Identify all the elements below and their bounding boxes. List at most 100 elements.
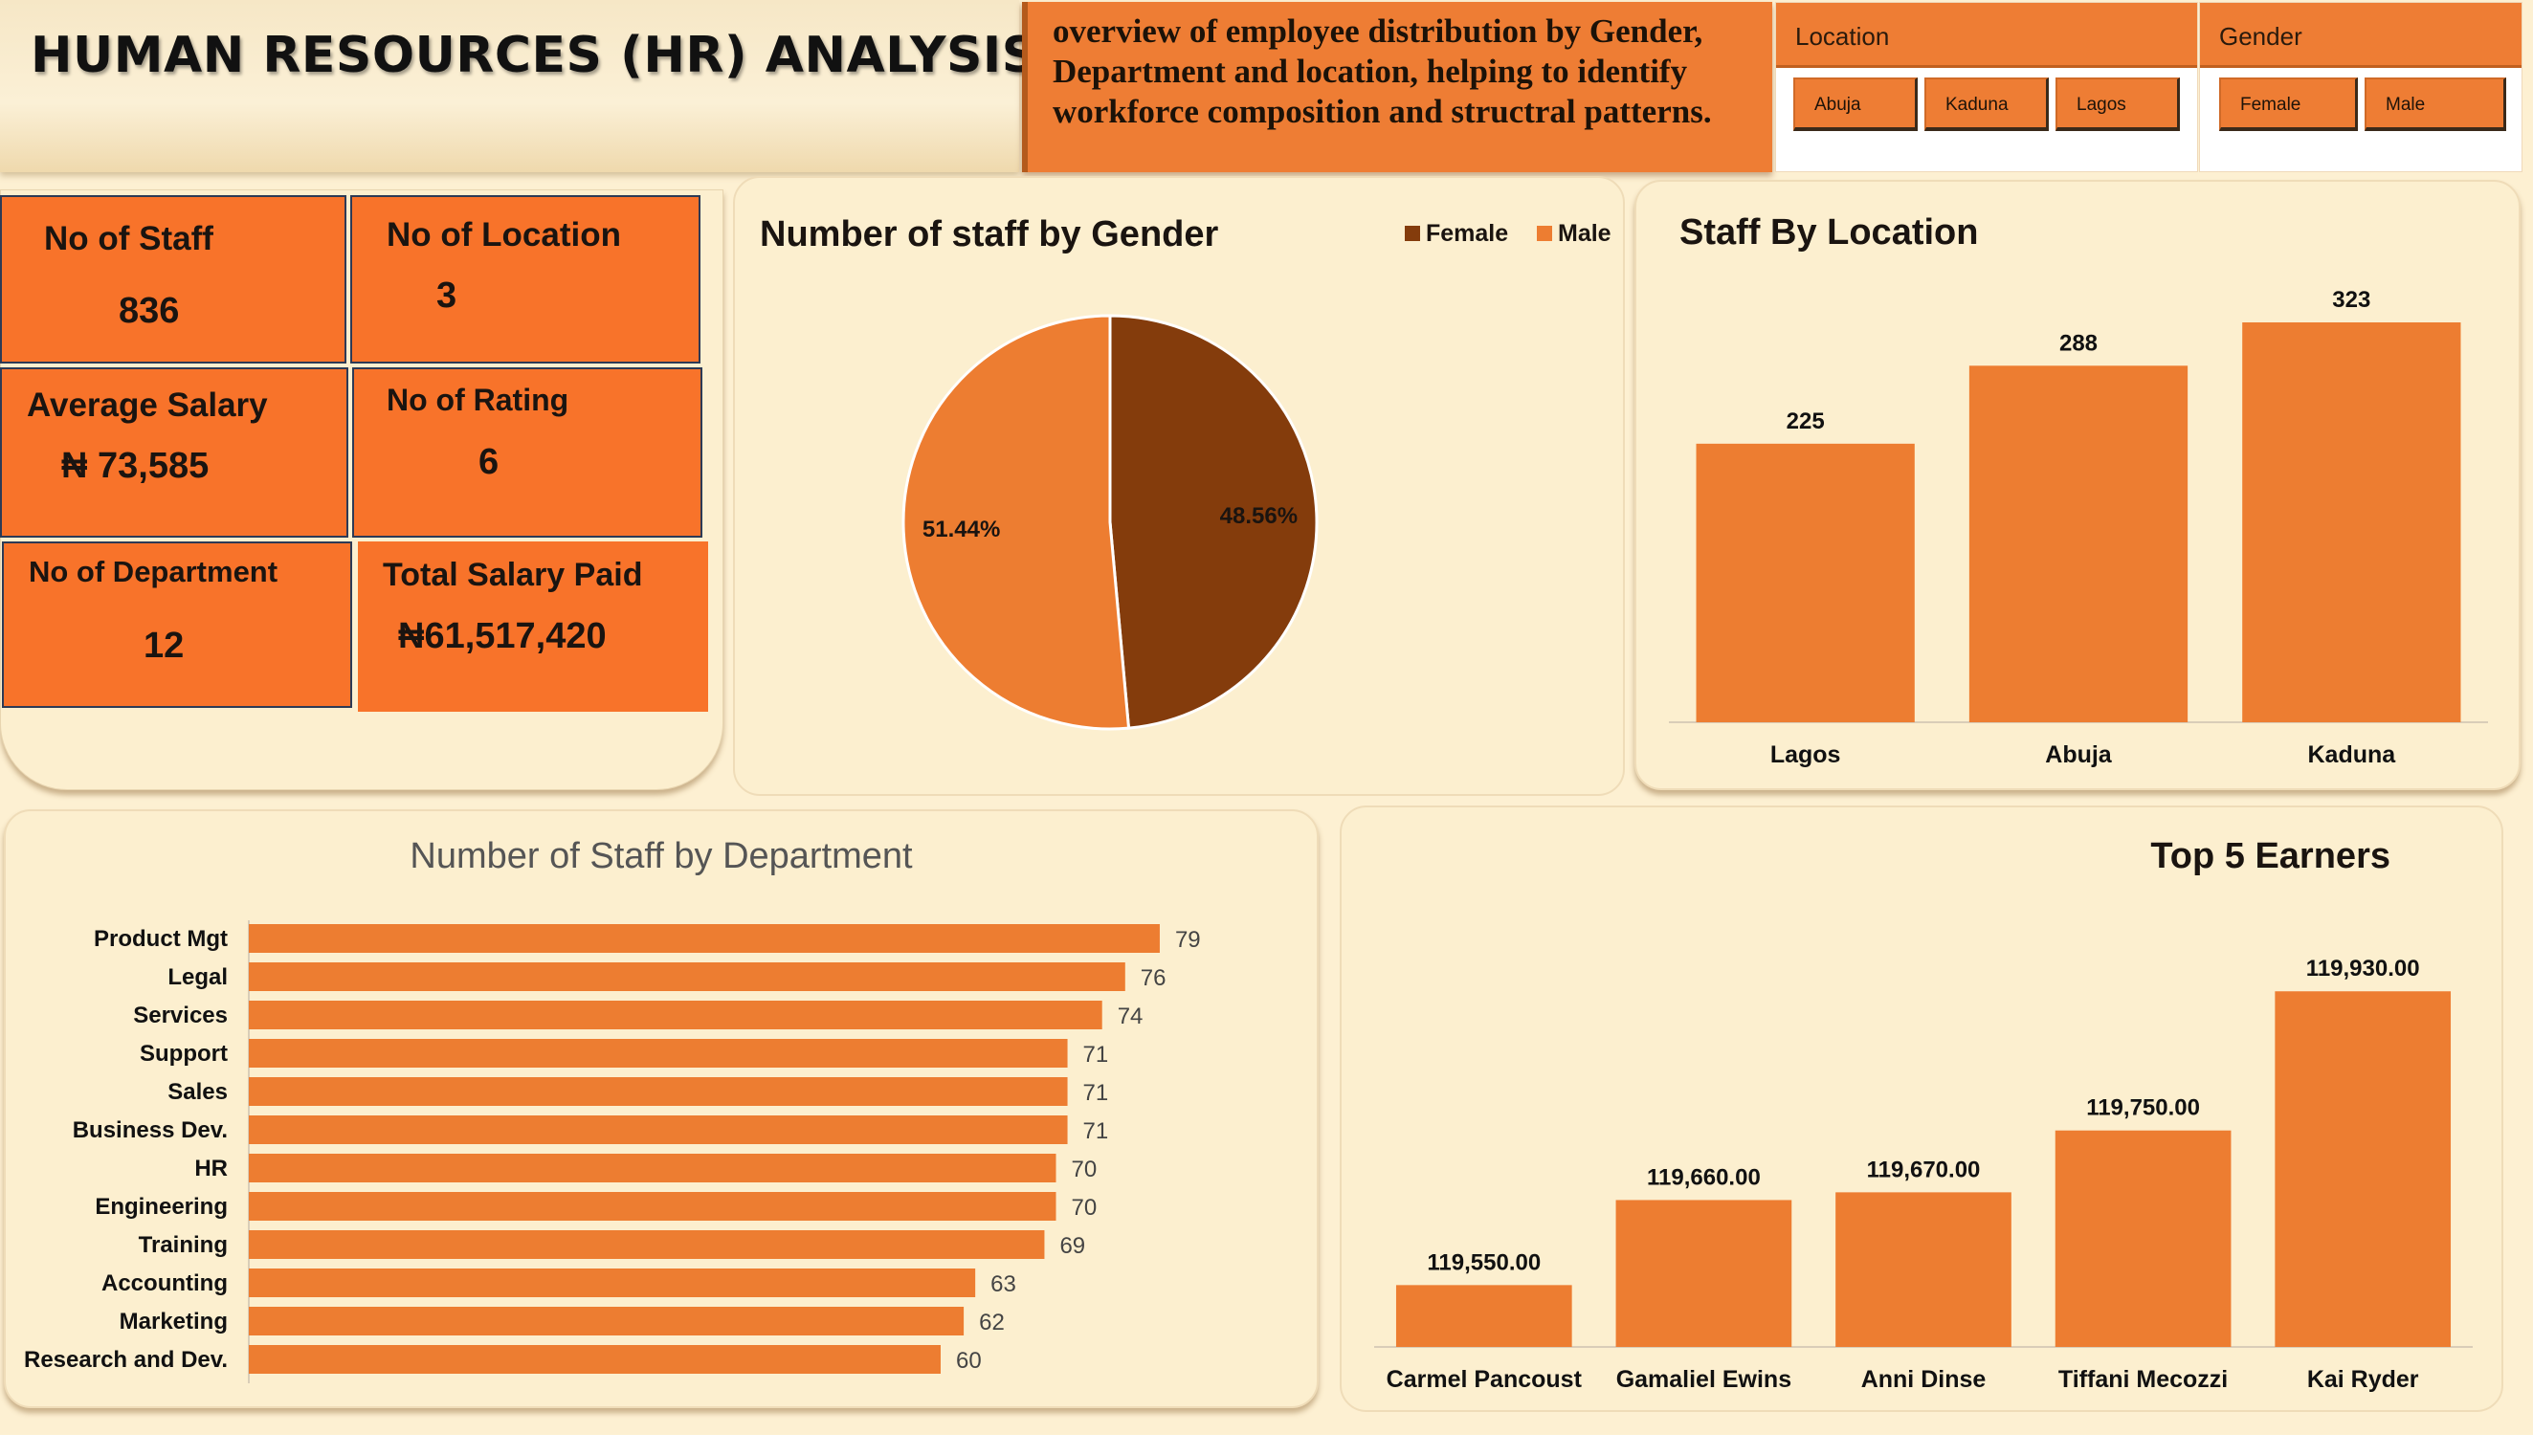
slicer-option-abuja[interactable]: Abuja	[1793, 77, 1918, 131]
bar	[249, 1039, 1068, 1068]
bar-data-label: 70	[1072, 1157, 1098, 1182]
bar-data-label: 70	[1072, 1195, 1098, 1221]
legend-swatch-male	[1537, 226, 1552, 241]
y-tick-label: Support	[140, 1041, 228, 1067]
legend-swatch-female	[1405, 226, 1420, 241]
y-tick-label: Services	[133, 1003, 228, 1028]
bar	[249, 1001, 1102, 1029]
bar-data-label: 76	[1141, 965, 1167, 991]
x-tick-label: Lagos	[1770, 741, 1841, 768]
department-chart-title: Number of Staff by Department	[410, 836, 913, 876]
x-tick-label: Kaduna	[2307, 741, 2396, 768]
kpi-card-department: No of Department 12	[2, 541, 352, 708]
y-tick-label: Sales	[167, 1079, 228, 1105]
y-tick-label: Product Mgt	[94, 926, 228, 952]
bar	[249, 962, 1125, 991]
title-banner	[0, 0, 1019, 172]
legend-label-female: Female	[1426, 220, 1508, 247]
bar	[249, 1115, 1068, 1144]
bar-data-label: 119,750.00	[2086, 1095, 2200, 1121]
bar-data-label: 225	[1787, 408, 1825, 434]
earners-chart-panel: Top 5 Earners 119,550.00 Carmel Pancoust 1…	[1340, 805, 2503, 1412]
bar-data-label: 119,930.00	[2306, 956, 2420, 982]
earners-chart-title: Top 5 Earners	[2150, 836, 2390, 876]
pie-slice-male	[901, 314, 1131, 731]
kpi-label: No of Location	[387, 216, 621, 254]
kpi-value: 836	[119, 291, 180, 331]
bar	[249, 1192, 1056, 1221]
location-chart-title: Staff By Location	[1679, 212, 1979, 253]
y-tick-label: Marketing	[120, 1309, 228, 1335]
bar-data-label: 119,550.00	[1427, 1249, 1541, 1275]
bar	[249, 1230, 1045, 1259]
y-tick-label: Training	[139, 1232, 228, 1258]
bar-data-label: 60	[956, 1348, 982, 1374]
y-tick-label: Accounting	[101, 1270, 228, 1296]
gender-chart-title: Number of staff by Gender	[760, 214, 1219, 254]
kpi-value: 6	[478, 442, 500, 482]
bar	[249, 924, 1160, 953]
pie-data-label: 51.44%	[922, 517, 1000, 542]
bar-data-label: 71	[1083, 1042, 1109, 1068]
kpi-card-average-salary: Average Salary ₦ 73,585	[0, 367, 348, 538]
y-tick-label: HR	[194, 1156, 228, 1181]
bar-data-label: 79	[1175, 927, 1201, 953]
page-title: HUMAN RESOURCES (HR) ANALYSIS	[31, 27, 1038, 84]
bar-data-label: 69	[1059, 1233, 1085, 1259]
pie-data-label: 48.56%	[1220, 503, 1298, 529]
bar-data-label: 323	[2332, 287, 2370, 313]
bar-data-label: 74	[1118, 1004, 1144, 1029]
y-tick-label: Engineering	[95, 1194, 228, 1220]
bar-data-label: 119,660.00	[1647, 1164, 1761, 1190]
kpi-card-rating: No of Rating 6	[352, 367, 702, 538]
y-tick-label: Legal	[167, 964, 228, 990]
kpi-label: Total Salary Paid	[383, 557, 643, 593]
bar	[1395, 1285, 1572, 1347]
gender-slicer: Gender Female Male	[2199, 2, 2522, 172]
slicer-option-kaduna[interactable]: Kaduna	[1924, 77, 2049, 131]
y-tick-label: Research and Dev.	[24, 1347, 228, 1373]
kpi-label: No of Department	[29, 555, 278, 588]
kpi-label: Average Salary	[27, 386, 268, 424]
kpi-value: 3	[436, 276, 457, 316]
bar	[249, 1307, 965, 1335]
legend-label-male: Male	[1558, 220, 1611, 247]
x-tick-label: Anni Dinse	[1861, 1366, 1987, 1393]
department-bar-chart: Product Mgt 79 Legal 76 Services 74 Support 71 S…	[24, 920, 1201, 1383]
bar-data-label: 119,670.00	[1867, 1157, 1981, 1182]
kpi-label: No of Staff	[44, 220, 213, 257]
kpi-value: ₦61,517,420	[398, 616, 607, 656]
bar	[249, 1268, 976, 1297]
x-tick-label: Kai Ryder	[2307, 1366, 2419, 1393]
slicer-option-male[interactable]: Male	[2365, 77, 2506, 131]
page-description: overview of employee distribution by Gen…	[1053, 12, 1712, 130]
earners-bar-chart: 119,550.00 Carmel Pancoust 119,660.00 Gamal…	[1374, 956, 2473, 1393]
bar	[249, 1077, 1068, 1106]
bar-data-label: 63	[990, 1271, 1016, 1297]
location-chart-panel: Staff By Location 225 Lagos 288 Abuja 323 Kad…	[1634, 180, 2521, 790]
kpi-label: No of Rating	[387, 383, 569, 417]
x-tick-label: Abuja	[2045, 741, 2113, 768]
y-tick-label: Business Dev.	[73, 1117, 228, 1143]
bar-data-label: 71	[1083, 1080, 1109, 1106]
kpi-card-location: No of Location 3	[350, 195, 700, 364]
location-slicer-header: Location	[1776, 3, 2197, 68]
bar	[249, 1345, 941, 1374]
bar	[2242, 322, 2461, 722]
bar	[1968, 365, 2189, 722]
bar-data-label: 62	[979, 1310, 1005, 1335]
x-tick-label: Gamaliel Ewins	[1616, 1366, 1791, 1393]
bar	[249, 1154, 1056, 1182]
kpi-card-staff: No of Staff 836	[0, 195, 346, 364]
kpi-value: 12	[144, 626, 185, 666]
pie-slice-female	[1108, 314, 1319, 730]
gender-chart-panel: Number of staff by Gender 48.56% 51.44% Fe…	[733, 176, 1625, 796]
x-tick-label: Carmel Pancoust	[1387, 1366, 1583, 1393]
slicer-option-female[interactable]: Female	[2219, 77, 2358, 131]
bar	[1835, 1192, 2011, 1347]
bar	[1696, 443, 1915, 722]
kpi-value: ₦ 73,585	[61, 446, 210, 486]
slicer-option-lagos[interactable]: Lagos	[2055, 77, 2180, 131]
location-bar-chart: 225 Lagos 288 Abuja 323 Kaduna	[1669, 287, 2488, 768]
kpi-card-total-salary: Total Salary Paid ₦61,517,420	[358, 541, 708, 712]
